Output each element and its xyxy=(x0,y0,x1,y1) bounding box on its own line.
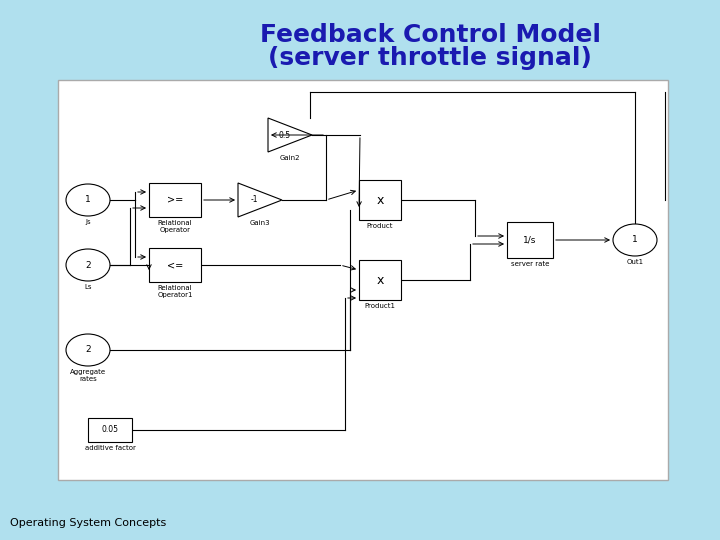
Text: 1: 1 xyxy=(632,235,638,245)
Polygon shape xyxy=(238,183,282,217)
Ellipse shape xyxy=(613,224,657,256)
Text: >=: >= xyxy=(167,195,183,205)
Text: Gain3: Gain3 xyxy=(250,220,270,226)
Text: Feedback Control Model: Feedback Control Model xyxy=(259,23,600,47)
Text: 2: 2 xyxy=(85,260,91,269)
Text: Aggregate
rates: Aggregate rates xyxy=(70,369,106,382)
Ellipse shape xyxy=(66,184,110,216)
Text: server rate: server rate xyxy=(510,261,549,267)
Bar xyxy=(58,80,668,480)
Bar xyxy=(359,260,401,300)
Text: x: x xyxy=(377,193,384,206)
Text: Product1: Product1 xyxy=(364,303,395,309)
Text: Relational
Operator: Relational Operator xyxy=(158,220,192,233)
Text: (server throttle signal): (server throttle signal) xyxy=(268,46,592,70)
Text: 1: 1 xyxy=(85,195,91,205)
Text: Js: Js xyxy=(85,219,91,225)
Polygon shape xyxy=(268,118,312,152)
Bar xyxy=(149,183,201,217)
Text: Product: Product xyxy=(366,223,393,229)
Ellipse shape xyxy=(66,249,110,281)
Text: x: x xyxy=(377,273,384,287)
Text: 2: 2 xyxy=(85,346,91,354)
Text: 0.05: 0.05 xyxy=(102,426,119,435)
Text: Relational
Operator1: Relational Operator1 xyxy=(157,285,193,298)
Text: 0.5: 0.5 xyxy=(279,131,291,139)
Text: additive factor: additive factor xyxy=(84,445,135,451)
Text: <=: <= xyxy=(167,260,183,270)
Text: Ls: Ls xyxy=(84,284,91,290)
Text: -1: -1 xyxy=(251,195,258,205)
Ellipse shape xyxy=(66,334,110,366)
Text: 1/s: 1/s xyxy=(523,235,536,245)
Bar xyxy=(149,248,201,282)
Bar xyxy=(88,418,132,442)
Text: Operating System Concepts: Operating System Concepts xyxy=(10,518,166,528)
Text: Out1: Out1 xyxy=(626,259,644,265)
Text: Gain2: Gain2 xyxy=(280,155,300,161)
Bar xyxy=(359,180,401,220)
Bar xyxy=(507,222,553,258)
